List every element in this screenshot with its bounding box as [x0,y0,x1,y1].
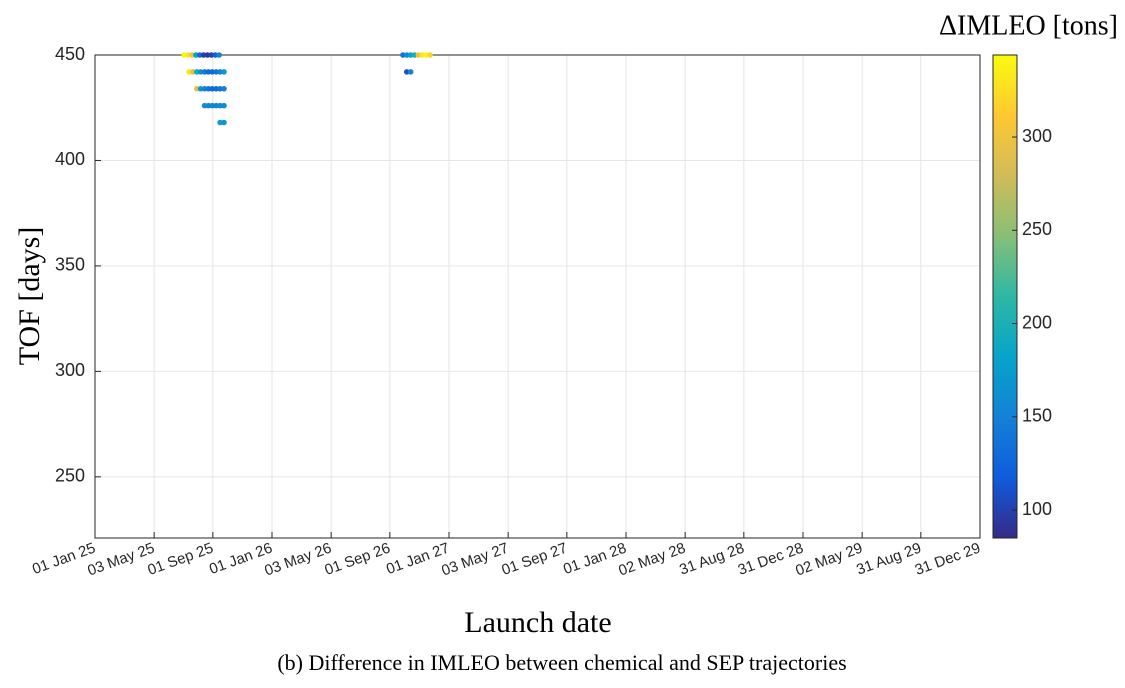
x-tick-label: 03 May 26 [262,540,334,580]
point [200,52,207,58]
point [407,52,414,58]
point [419,52,426,58]
x-tick-label: 31 Aug 28 [677,540,746,579]
point [194,69,200,75]
y-tick-label: 250 [55,466,85,486]
point [201,85,208,92]
point [205,102,212,109]
point [201,102,208,109]
point [194,85,200,92]
point [217,85,223,92]
x-tick-label: 01 Sep 26 [322,540,392,579]
point [427,52,433,58]
y-tick-label: 450 [55,44,85,64]
point [197,69,204,75]
point [221,119,227,126]
x-tick-label: 31 Dec 28 [736,540,806,579]
colorbar-tick-label: 300 [1022,126,1052,146]
point [221,102,227,109]
x-tick-label: 03 May 25 [85,540,157,580]
point [205,85,212,92]
point [407,69,414,75]
plot-frame [94,54,981,539]
point [205,69,212,75]
x-tick-label: 03 May 27 [439,540,511,580]
colorbar-tick-label: 100 [1022,499,1052,519]
point [204,52,211,58]
point [190,69,196,75]
point [415,52,422,58]
point [181,52,188,58]
y-tick-label: 350 [55,255,85,275]
point [217,102,223,109]
point [209,69,216,75]
x-tick-label: 02 May 29 [793,540,865,580]
x-tick-label: 31 Aug 29 [854,540,923,579]
point [186,69,192,75]
point [216,52,222,58]
colorbar-tick-label: 200 [1022,312,1052,332]
point [213,69,220,75]
point [209,102,216,109]
point [217,69,223,75]
x-tick-label: 01 Sep 25 [145,540,215,579]
colorbar [992,54,1018,539]
point [189,52,195,58]
y-tick-label: 300 [55,360,85,380]
point [208,52,215,58]
point [196,52,203,58]
point [423,52,430,58]
colorbar-tick-label: 150 [1022,406,1052,426]
point [201,69,208,75]
x-tick-label: 31 Dec 29 [913,540,983,579]
point [221,69,227,75]
colorbar-tick-label: 250 [1022,219,1052,239]
point [197,85,204,92]
x-tick-label: 01 Sep 27 [499,540,569,579]
colorbar-label: ΔIMLEO [tons] [939,10,1118,41]
point [411,52,418,58]
point [221,85,227,92]
grid [94,54,981,538]
point [212,52,219,58]
caption: (b) Difference in IMLEO between chemical… [277,650,846,675]
x-tick-label: 02 May 28 [616,540,688,580]
point [400,52,406,58]
point [209,85,216,92]
point [213,102,220,109]
point [213,85,220,92]
point [185,52,191,58]
y-axis-label: TOF [days] [13,227,46,366]
point [404,69,410,75]
point [193,52,199,58]
y-tick-label: 400 [55,149,85,169]
point [217,119,223,126]
x-axis-label: Launch date [464,606,611,639]
point [404,52,410,58]
